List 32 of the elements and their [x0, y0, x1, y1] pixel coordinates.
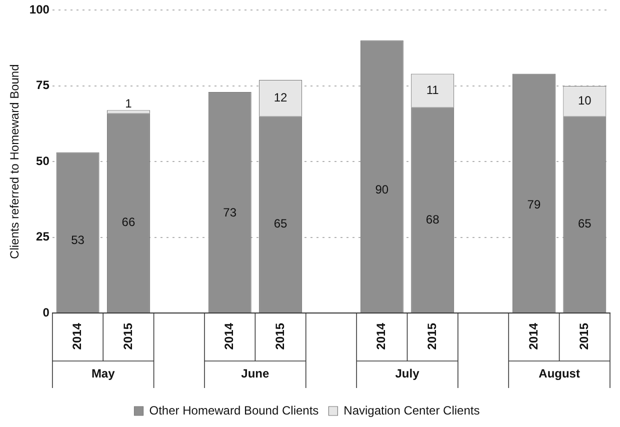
data-label: 68	[426, 212, 440, 226]
x-tick-label: 2015	[120, 322, 135, 350]
data-label: 65	[578, 216, 592, 231]
x-tick-label: 2014	[374, 322, 388, 350]
y-tick-label: 50	[36, 154, 50, 168]
text: July	[395, 366, 420, 380]
x-tick-label: 2014	[526, 322, 540, 350]
data-label: 73	[223, 206, 237, 220]
legend-label: Other Homeward Bound Clients	[149, 403, 319, 418]
x-tick-label: 2014	[70, 322, 84, 350]
x-tick-label: 2015	[272, 322, 287, 350]
data-label: 1	[125, 96, 132, 110]
data-label: 11	[426, 82, 440, 97]
y-tick-label: 100	[29, 2, 50, 17]
data-label: 10	[578, 93, 592, 108]
text: June	[241, 366, 270, 380]
x-tick-label: 2014	[222, 322, 236, 350]
data-label: 79	[527, 197, 541, 212]
data-label: 66	[122, 215, 136, 230]
data-label: 65	[274, 216, 288, 231]
legend-label: Navigation Center Clients	[344, 403, 480, 418]
text: May	[91, 366, 116, 380]
data-label: 90	[375, 182, 389, 196]
y-tick-label: 75	[36, 78, 50, 92]
x-tick-label: 2015	[424, 322, 439, 350]
x-tick-label: 2015	[576, 322, 591, 350]
data-label: 12	[274, 90, 288, 104]
y-axis-title: Clients referred to Homeward Bound	[8, 64, 22, 259]
y-tick-label: 25	[36, 230, 50, 244]
text: August	[538, 366, 580, 380]
data-label: 53	[71, 232, 85, 247]
y-tick-label: 0	[42, 305, 50, 320]
